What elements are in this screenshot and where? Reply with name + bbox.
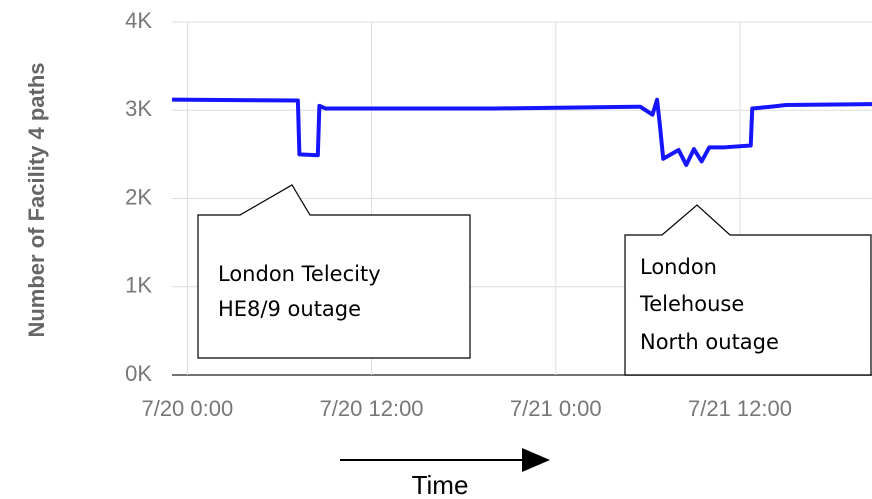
x-tick-label: 7/21 12:00 [688,396,792,421]
y-tick-label: 4K [125,8,152,33]
callout-box [624,204,872,376]
annotation-text: North outage [640,330,779,354]
x-tick-label: 7/21 0:00 [510,396,602,421]
callout-box [197,184,471,359]
annotations: London Telecity HE8/9 outage London Telehou… [197,184,872,376]
x-tick-label: 7/20 12:00 [320,396,424,421]
y-axis-label: Number of Facility 4 paths [24,62,49,337]
data-line [171,97,872,167]
y-tick-label: 0K [125,361,152,386]
annotation-text: HE8/9 outage [218,297,361,321]
annotation-text: London [640,255,717,279]
x-axis-label: Time [412,470,469,499]
annotation-text: London Telecity [218,262,381,286]
x-tick-label: 7/20 0:00 [141,396,233,421]
time-arrow-head [522,448,550,472]
y-tick-label: 1K [125,273,152,298]
y-tick-label: 2K [125,184,152,209]
y-tick-label: 3K [125,96,152,121]
annotation-text: Telehouse [639,292,744,316]
